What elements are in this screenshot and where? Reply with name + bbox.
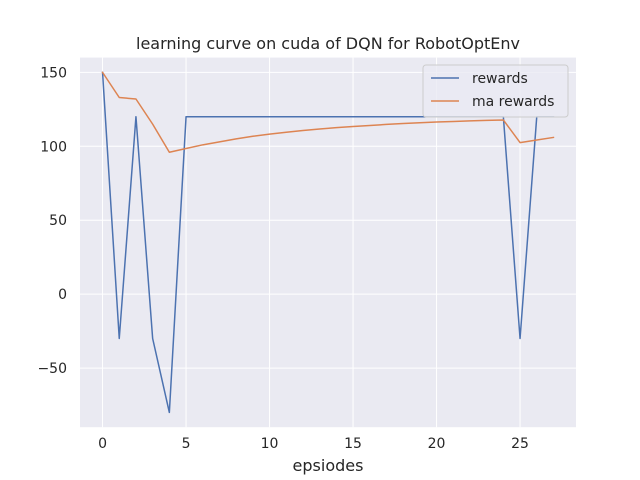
chart-title: learning curve on cuda of DQN for RobotO… [136, 34, 520, 53]
y-tick-label: 100 [40, 139, 67, 155]
legend: rewards ma rewards [422, 64, 569, 118]
x-tick-label: 0 [98, 436, 107, 452]
y-tick-label: 150 [40, 65, 67, 81]
series-line-ma-rewards [101, 71, 555, 153]
x-tick-label: 5 [182, 436, 191, 452]
legend-label-rewards: rewards [472, 71, 528, 87]
plot-background [80, 57, 576, 428]
x-axis-label: epsiodes [293, 456, 364, 475]
legend-box [422, 64, 569, 118]
y-tick-label: 50 [49, 213, 67, 229]
y-tick-label: 0 [58, 287, 67, 303]
x-tick-label: 15 [344, 436, 362, 452]
x-tick-label: 10 [261, 436, 279, 452]
x-tick-label: 25 [511, 436, 529, 452]
x-tick-label: 20 [428, 436, 446, 452]
x-tick-labels: 0 5 10 15 20 25 [98, 436, 529, 452]
y-tick-labels: −50 0 50 100 150 [37, 65, 67, 377]
y-tick-label: −50 [37, 361, 67, 377]
legend-label-ma-rewards: ma rewards [472, 94, 554, 110]
